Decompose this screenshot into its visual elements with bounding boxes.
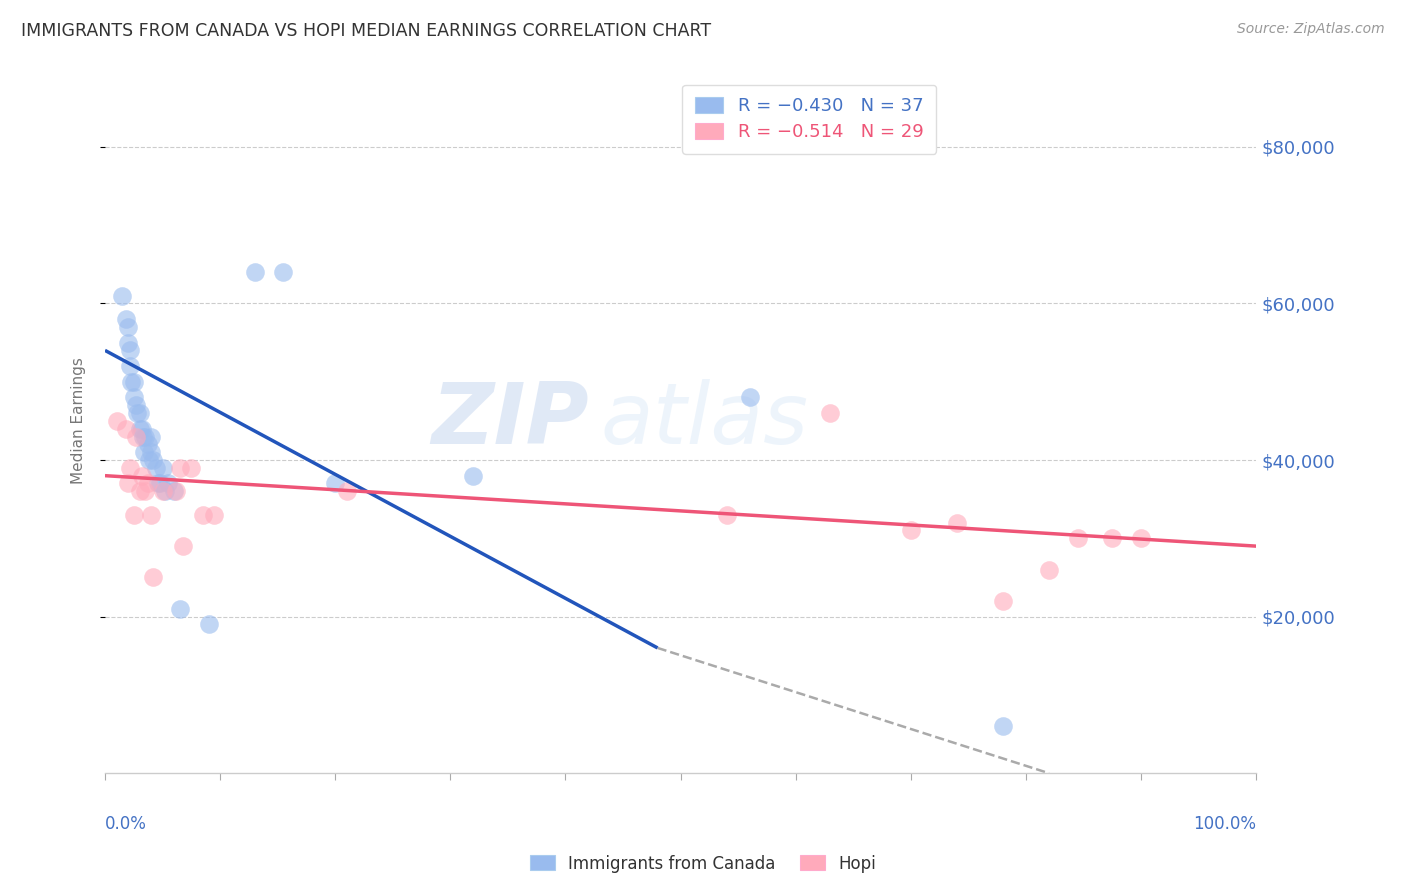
Point bbox=[153, 484, 176, 499]
Point bbox=[1067, 531, 1090, 545]
Point bbox=[169, 460, 191, 475]
Point bbox=[1101, 531, 1123, 545]
Point bbox=[900, 524, 922, 538]
Point bbox=[105, 414, 128, 428]
Point bbox=[114, 422, 136, 436]
Legend: R = −0.430   N = 37, R = −0.514   N = 29: R = −0.430 N = 37, R = −0.514 N = 29 bbox=[682, 85, 936, 153]
Point bbox=[202, 508, 225, 522]
Point bbox=[157, 476, 180, 491]
Point bbox=[127, 406, 149, 420]
Point bbox=[738, 390, 761, 404]
Point bbox=[1038, 563, 1060, 577]
Point bbox=[122, 390, 145, 404]
Point bbox=[146, 476, 169, 491]
Point bbox=[125, 398, 148, 412]
Point bbox=[117, 335, 139, 350]
Point bbox=[197, 617, 219, 632]
Point bbox=[117, 319, 139, 334]
Legend: Immigrants from Canada, Hopi: Immigrants from Canada, Hopi bbox=[523, 848, 883, 880]
Point bbox=[1130, 531, 1153, 545]
Point bbox=[122, 508, 145, 522]
Point bbox=[139, 429, 162, 443]
Point bbox=[818, 406, 841, 420]
Point bbox=[139, 508, 162, 522]
Point bbox=[180, 460, 202, 475]
Point bbox=[991, 594, 1014, 608]
Point bbox=[120, 343, 142, 358]
Point bbox=[132, 429, 155, 443]
Point bbox=[120, 359, 142, 373]
Text: 100.0%: 100.0% bbox=[1194, 815, 1256, 833]
Point bbox=[134, 445, 156, 459]
Point bbox=[125, 429, 148, 443]
Point bbox=[149, 476, 172, 491]
Text: IMMIGRANTS FROM CANADA VS HOPI MEDIAN EARNINGS CORRELATION CHART: IMMIGRANTS FROM CANADA VS HOPI MEDIAN EA… bbox=[21, 22, 711, 40]
Point bbox=[139, 445, 162, 459]
Point bbox=[131, 468, 153, 483]
Point bbox=[134, 429, 156, 443]
Point bbox=[991, 719, 1014, 733]
Point bbox=[946, 516, 969, 530]
Point bbox=[273, 265, 295, 279]
Point bbox=[463, 468, 485, 483]
Point bbox=[122, 375, 145, 389]
Point bbox=[169, 601, 191, 615]
Point bbox=[716, 508, 738, 522]
Point bbox=[172, 539, 194, 553]
Point bbox=[142, 570, 165, 584]
Point bbox=[336, 484, 359, 499]
Point bbox=[131, 422, 153, 436]
Point bbox=[145, 460, 167, 475]
Point bbox=[128, 422, 150, 436]
Point bbox=[165, 484, 187, 499]
Point bbox=[152, 460, 174, 475]
Text: ZIP: ZIP bbox=[430, 379, 589, 462]
Point bbox=[142, 453, 165, 467]
Point bbox=[111, 288, 134, 302]
Point bbox=[136, 437, 159, 451]
Point bbox=[114, 312, 136, 326]
Point bbox=[323, 476, 346, 491]
Text: Source: ZipAtlas.com: Source: ZipAtlas.com bbox=[1237, 22, 1385, 37]
Point bbox=[138, 453, 160, 467]
Point bbox=[152, 484, 174, 499]
Point bbox=[134, 484, 156, 499]
Point bbox=[120, 460, 142, 475]
Point bbox=[191, 508, 214, 522]
Point bbox=[121, 375, 143, 389]
Point bbox=[128, 406, 150, 420]
Y-axis label: Median Earnings: Median Earnings bbox=[72, 358, 86, 484]
Point bbox=[243, 265, 266, 279]
Point bbox=[163, 484, 186, 499]
Text: atlas: atlas bbox=[600, 379, 808, 462]
Text: 0.0%: 0.0% bbox=[105, 815, 146, 833]
Point bbox=[136, 476, 159, 491]
Point bbox=[128, 484, 150, 499]
Point bbox=[117, 476, 139, 491]
